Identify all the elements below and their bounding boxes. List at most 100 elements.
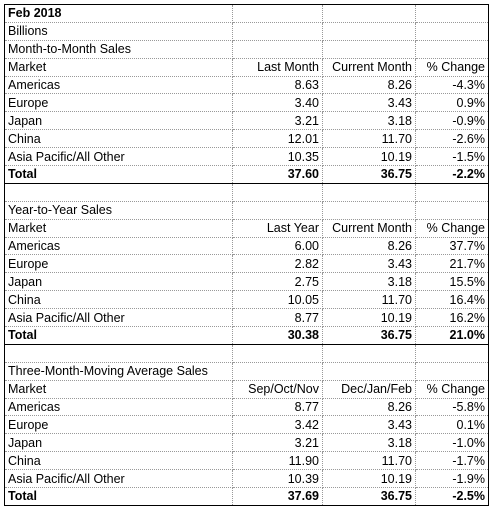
empty-cell bbox=[232, 21, 323, 41]
value-cell: 8.63 bbox=[232, 75, 323, 95]
value-cell: -1.0% bbox=[415, 433, 489, 453]
value-cell: 11.70 bbox=[322, 129, 416, 149]
market-cell: Japan bbox=[4, 111, 233, 131]
market-cell: Europe bbox=[4, 254, 233, 274]
total-value: 37.69 bbox=[232, 487, 323, 506]
value-cell: 11.90 bbox=[232, 451, 323, 471]
value-cell: 8.26 bbox=[322, 75, 416, 95]
column-header: Dec/Jan/Feb bbox=[322, 379, 416, 399]
value-cell: 3.43 bbox=[322, 254, 416, 274]
table-row: Europe 3.40 3.43 0.9% bbox=[4, 93, 489, 113]
value-cell: 3.21 bbox=[232, 433, 323, 453]
value-cell: -0.9% bbox=[415, 111, 489, 131]
table-row: Europe 2.82 3.43 21.7% bbox=[4, 254, 489, 274]
table-row: Market Sep/Oct/Nov Dec/Jan/Feb% Change bbox=[4, 379, 489, 399]
empty-cell bbox=[415, 4, 489, 23]
column-header: % Change bbox=[415, 379, 489, 399]
empty-cell bbox=[232, 343, 323, 363]
total-label: Total bbox=[4, 487, 233, 506]
table-row: Total 37.69 36.75 -2.5% bbox=[4, 487, 489, 506]
market-cell: Asia Pacific/All Other bbox=[4, 469, 233, 489]
value-cell: 3.42 bbox=[232, 415, 323, 435]
column-header: % Change bbox=[415, 57, 489, 77]
column-header: Market bbox=[4, 218, 233, 238]
table-row: Japan 3.21 3.18 -1.0% bbox=[4, 433, 489, 453]
column-header: Last Year bbox=[232, 218, 323, 238]
market-cell: Japan bbox=[4, 272, 233, 292]
value-cell: 10.05 bbox=[232, 290, 323, 310]
market-cell: Asia Pacific/All Other bbox=[4, 147, 233, 167]
value-cell: 0.9% bbox=[415, 93, 489, 113]
empty-cell bbox=[232, 200, 323, 220]
value-cell: 10.19 bbox=[322, 147, 416, 167]
sales-table: Feb 2018 Billions Month-to-Month Sales Mark… bbox=[4, 4, 489, 506]
table-row: Asia Pacific/All Other 8.77 10.19 16.2% bbox=[4, 308, 489, 328]
table-row: Asia Pacific/All Other 10.35 10.19 -1.5% bbox=[4, 147, 489, 167]
value-cell: -4.3% bbox=[415, 75, 489, 95]
empty-cell bbox=[322, 21, 416, 41]
value-cell: 3.21 bbox=[232, 111, 323, 131]
table-row: China 11.90 11.70 -1.7% bbox=[4, 451, 489, 471]
market-cell: Americas bbox=[4, 236, 233, 256]
table-row: Feb 2018 bbox=[4, 4, 489, 23]
total-value: 36.75 bbox=[322, 326, 416, 345]
value-cell: 3.43 bbox=[322, 93, 416, 113]
empty-cell bbox=[322, 4, 416, 23]
table-row: China 10.05 11.70 16.4% bbox=[4, 290, 489, 310]
value-cell: 3.40 bbox=[232, 93, 323, 113]
value-cell: 10.39 bbox=[232, 469, 323, 489]
value-cell: -1.7% bbox=[415, 451, 489, 471]
value-cell: 8.77 bbox=[232, 308, 323, 328]
value-cell: 0.1% bbox=[415, 415, 489, 435]
table-row: Month-to-Month Sales bbox=[4, 39, 489, 59]
value-cell: 3.18 bbox=[322, 111, 416, 131]
column-header: % Change bbox=[415, 218, 489, 238]
market-cell: Americas bbox=[4, 75, 233, 95]
value-cell: 12.01 bbox=[232, 129, 323, 149]
market-cell: Europe bbox=[4, 93, 233, 113]
value-cell: 37.7% bbox=[415, 236, 489, 256]
table-row: Japan 2.75 3.18 15.5% bbox=[4, 272, 489, 292]
empty-cell bbox=[232, 361, 323, 381]
table-row: Americas 6.00 8.26 37.7% bbox=[4, 236, 489, 256]
market-cell: China bbox=[4, 129, 233, 149]
total-label: Total bbox=[4, 165, 233, 184]
value-cell: 10.19 bbox=[322, 469, 416, 489]
value-cell: -1.9% bbox=[415, 469, 489, 489]
empty-cell bbox=[415, 200, 489, 220]
total-value: 36.75 bbox=[322, 487, 416, 506]
empty-cell bbox=[232, 39, 323, 59]
value-cell: 15.5% bbox=[415, 272, 489, 292]
empty-cell bbox=[322, 343, 416, 363]
empty-cell bbox=[322, 39, 416, 59]
value-cell: 3.43 bbox=[322, 415, 416, 435]
spacer-row bbox=[4, 182, 233, 202]
empty-cell bbox=[415, 182, 489, 202]
value-cell: 10.35 bbox=[232, 147, 323, 167]
spacer-row bbox=[4, 343, 233, 363]
value-cell: 2.75 bbox=[232, 272, 323, 292]
column-header: Current Month bbox=[322, 57, 416, 77]
value-cell: 3.18 bbox=[322, 272, 416, 292]
empty-cell bbox=[232, 182, 323, 202]
table-row: Americas 8.77 8.26 -5.8% bbox=[4, 397, 489, 417]
column-header: Last Month bbox=[232, 57, 323, 77]
value-cell: 2.82 bbox=[232, 254, 323, 274]
table-row: Total 37.60 36.75 -2.2% bbox=[4, 165, 489, 184]
table-row: Europe 3.42 3.43 0.1% bbox=[4, 415, 489, 435]
column-header: Current Month bbox=[322, 218, 416, 238]
market-cell: Europe bbox=[4, 415, 233, 435]
empty-cell bbox=[232, 4, 323, 23]
table-row: Japan 3.21 3.18 -0.9% bbox=[4, 111, 489, 131]
column-header: Market bbox=[4, 379, 233, 399]
unit-label: Billions bbox=[4, 21, 233, 41]
table-row: Total 30.38 36.75 21.0% bbox=[4, 326, 489, 345]
empty-cell bbox=[415, 39, 489, 59]
table-row: Asia Pacific/All Other 10.39 10.19 -1.9% bbox=[4, 469, 489, 489]
total-value: 21.0% bbox=[415, 326, 489, 345]
column-header: Market bbox=[4, 57, 233, 77]
table-row: China 12.01 11.70 -2.6% bbox=[4, 129, 489, 149]
empty-cell bbox=[322, 200, 416, 220]
total-value: 37.60 bbox=[232, 165, 323, 184]
table-row bbox=[4, 343, 489, 363]
